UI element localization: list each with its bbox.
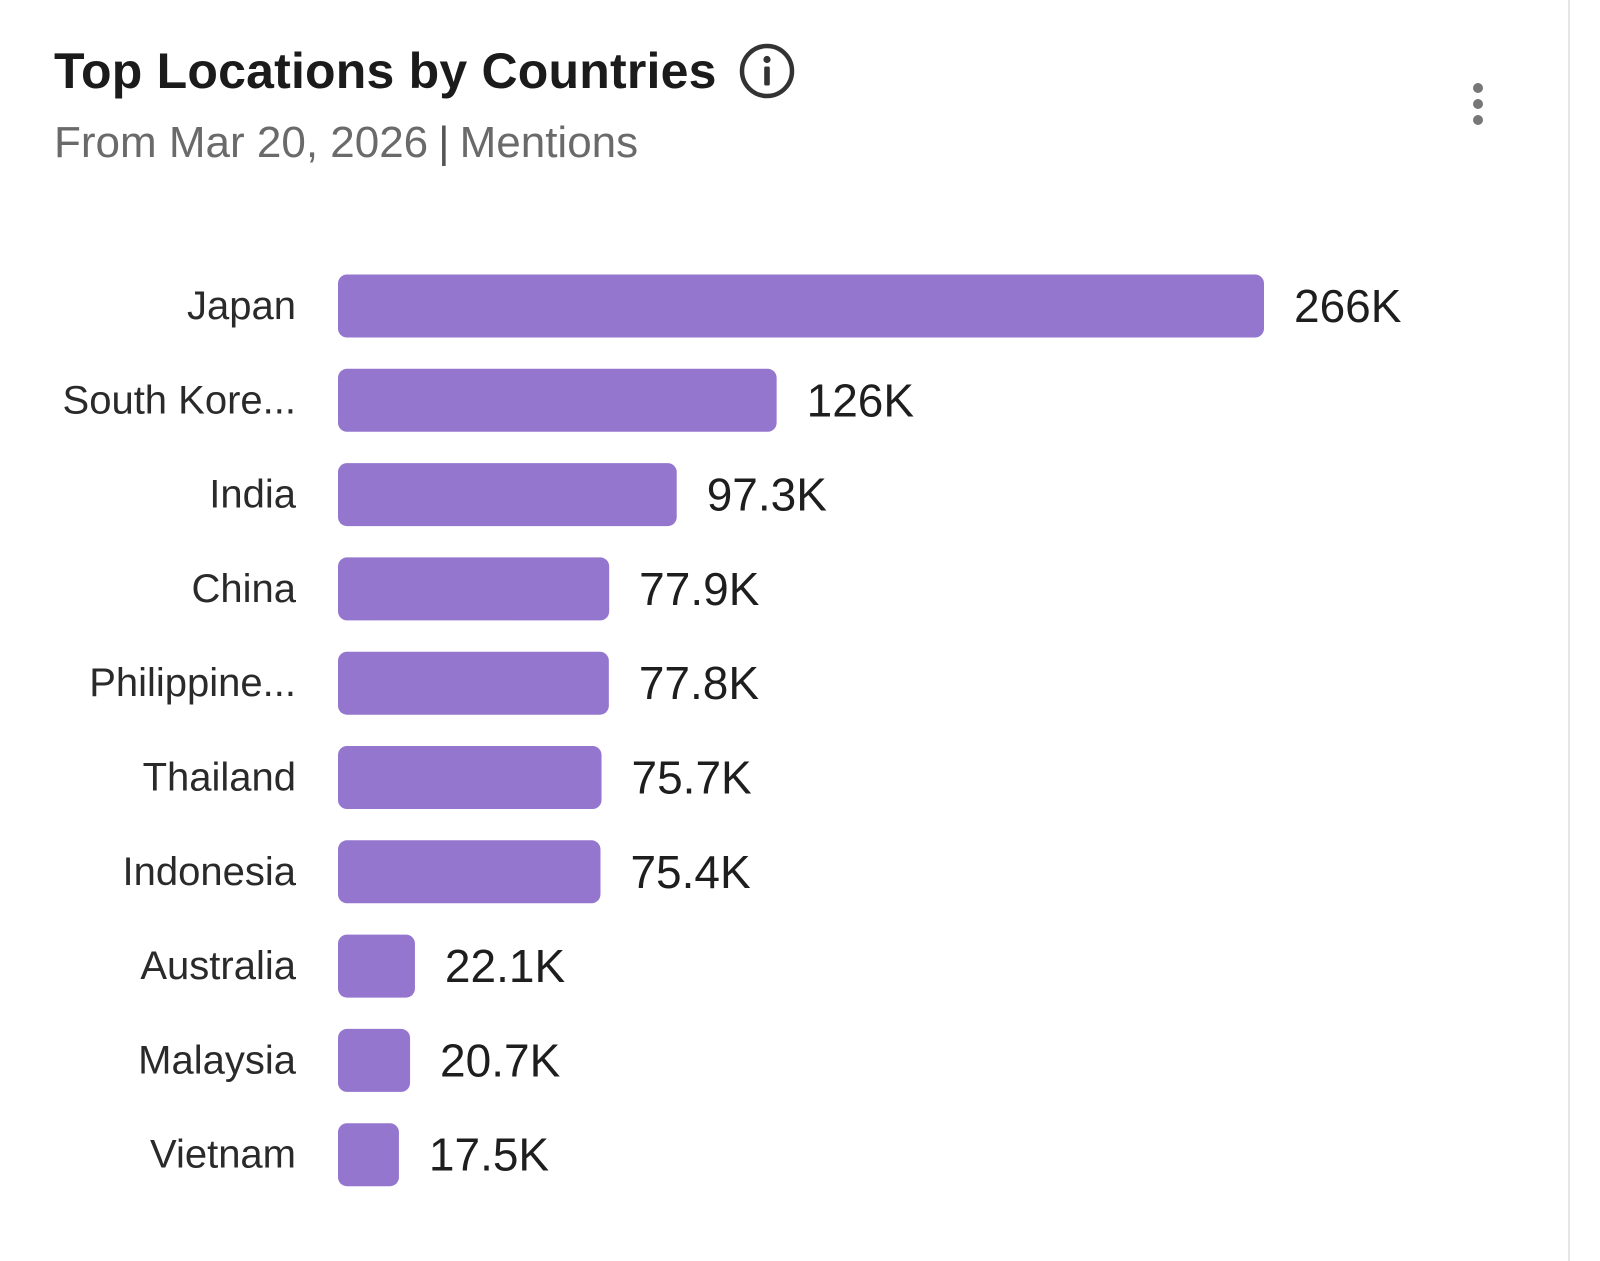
- value-label: 75.4K: [630, 846, 751, 898]
- info-circle-icon[interactable]: [739, 43, 795, 99]
- bar[interactable]: [338, 274, 1264, 338]
- chart-title: Top Locations by Countries: [54, 43, 717, 99]
- bar-row: Malaysia 20.7K: [138, 1028, 561, 1092]
- bar-row: Vietnam 17.5K: [150, 1123, 550, 1187]
- bar[interactable]: [338, 840, 601, 904]
- bar[interactable]: [338, 1123, 399, 1187]
- category-label: Malaysia: [138, 1038, 297, 1082]
- bar[interactable]: [338, 557, 610, 621]
- value-label: 75.7K: [632, 752, 753, 804]
- value-label: 17.5K: [429, 1129, 550, 1181]
- bar-row: Philippine... 77.8K: [89, 651, 760, 715]
- bar-chart: Japan 266K South Kore... 126K India 97.3K Chin…: [63, 274, 1402, 1187]
- value-label: 126K: [807, 374, 915, 426]
- more-vertical-icon[interactable]: [1460, 80, 1496, 128]
- category-label: Vietnam: [150, 1133, 296, 1177]
- bar[interactable]: [338, 746, 602, 809]
- value-label: 266K: [1294, 280, 1402, 332]
- category-label: Japan: [187, 284, 296, 328]
- category-label: Philippine...: [89, 661, 296, 705]
- bar-row: Australia 22.1K: [140, 934, 566, 998]
- category-label: Australia: [140, 944, 296, 988]
- subtitle-metric: Mentions: [459, 118, 639, 167]
- category-label: Indonesia: [123, 850, 297, 894]
- chart-subtitle: From Mar 20, 2026 | Mentions: [54, 118, 638, 168]
- bar[interactable]: [338, 934, 415, 998]
- bar-row: South Kore... 126K: [63, 368, 915, 432]
- bar[interactable]: [338, 368, 777, 432]
- bar-row: China 77.9K: [191, 557, 760, 621]
- value-label: 77.8K: [639, 657, 760, 709]
- category-label: India: [209, 473, 296, 517]
- category-label: South Kore...: [63, 378, 296, 422]
- value-label: 20.7K: [440, 1034, 561, 1086]
- bar[interactable]: [338, 651, 609, 715]
- bar-row: Thailand 75.7K: [143, 746, 752, 809]
- bar-row: Japan 266K: [187, 274, 1402, 338]
- bar-row: Indonesia 75.4K: [123, 840, 751, 904]
- subtitle-date: From Mar 20, 2026: [54, 118, 429, 167]
- category-label: China: [191, 567, 296, 611]
- bar[interactable]: [338, 1028, 411, 1092]
- subtitle-separator: |: [438, 118, 450, 167]
- value-label: 97.3K: [707, 469, 828, 521]
- bar[interactable]: [338, 463, 677, 527]
- value-label: 77.9K: [639, 563, 760, 615]
- bar-row: India 97.3K: [209, 463, 828, 527]
- category-label: Thailand: [143, 756, 296, 800]
- card-header: Top Locations by Countries: [54, 42, 795, 100]
- value-label: 22.1K: [445, 940, 566, 992]
